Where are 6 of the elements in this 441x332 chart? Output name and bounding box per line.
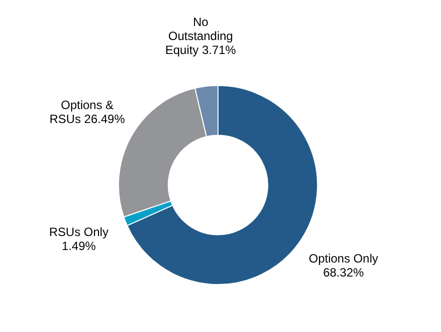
data-label: 68.32% [323, 266, 364, 280]
data-label: 1.49% [62, 238, 96, 253]
slice-label: RSUs Only [49, 224, 108, 239]
slice-label: Options Only [308, 252, 378, 266]
slice-label: Options & RSUs 26.49% [50, 98, 126, 126]
slice-label: No Outstanding Equity 3.71% [165, 14, 236, 57]
